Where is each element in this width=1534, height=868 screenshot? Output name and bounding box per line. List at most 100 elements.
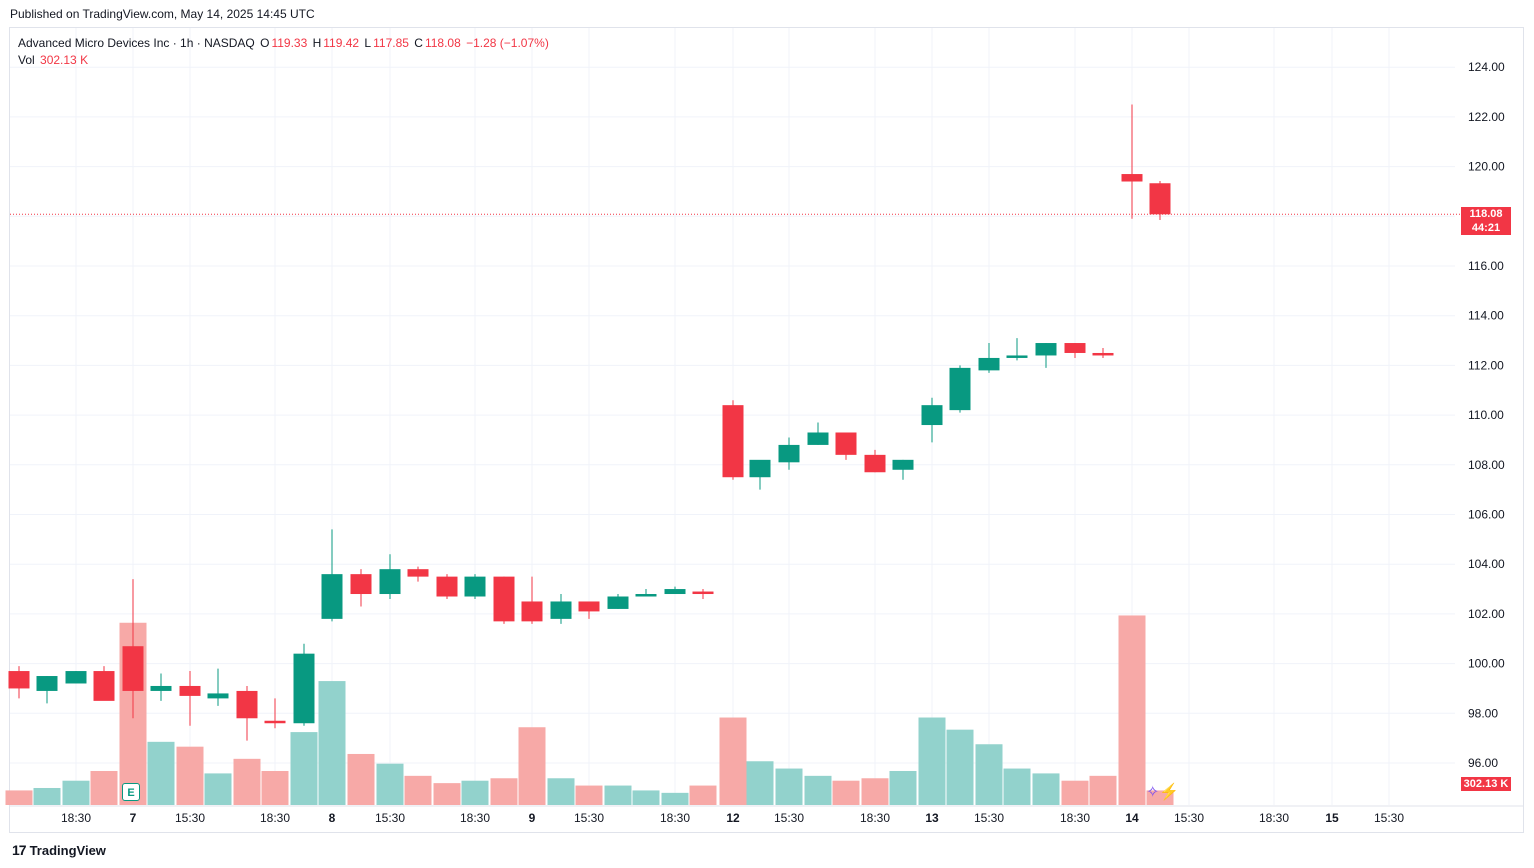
- x-tick-label: 14: [1125, 811, 1139, 825]
- volume-bar: [632, 790, 660, 805]
- x-tick-label: 12: [726, 811, 740, 825]
- x-tick-label: 15:30: [774, 811, 804, 825]
- volume-bar: [1061, 780, 1089, 805]
- published-caption: Published on TradingView.com, May 14, 20…: [10, 7, 315, 21]
- candle-body: [407, 569, 429, 577]
- candle-body: [36, 676, 58, 691]
- y-tick-label: 110.00: [1468, 408, 1504, 422]
- earnings-icon[interactable]: E: [122, 783, 140, 801]
- volume-bar: [404, 775, 432, 805]
- volume-bar: [1003, 768, 1031, 805]
- volume-bar: [90, 770, 118, 805]
- candle-body: [807, 432, 829, 445]
- volume-bar: [233, 758, 261, 805]
- volume-bar: [719, 717, 747, 805]
- volume-bar: [832, 780, 860, 805]
- candle-body: [236, 690, 258, 719]
- candle-body: [1092, 352, 1114, 356]
- candle-body: [350, 574, 372, 595]
- y-tick-label: 102.00: [1468, 607, 1505, 621]
- candle-body: [8, 671, 30, 689]
- x-tick-label: 18:30: [260, 811, 290, 825]
- candle-body: [749, 459, 771, 478]
- change-value: −1.28 (−1.07%): [466, 36, 549, 50]
- candle-body: [1064, 343, 1086, 353]
- volume-bar: [490, 778, 518, 805]
- candle-body: [65, 671, 87, 684]
- volume-bar: [889, 770, 917, 805]
- candle-body: [464, 576, 486, 597]
- tradingview-logo-text: TradingView: [29, 842, 106, 858]
- symbol-title[interactable]: Advanced Micro Devices Inc · 1h · NASDAQ: [18, 36, 255, 50]
- volume-bar: [1118, 615, 1146, 805]
- candle-body: [635, 594, 657, 597]
- y-tick-label: 124.00: [1468, 60, 1505, 74]
- chart-pane[interactable]: [9, 27, 1524, 833]
- volume-bar: [575, 785, 603, 805]
- candle-body: [122, 646, 144, 691]
- volume-bar: [975, 744, 1003, 805]
- volume-bar: [661, 792, 689, 805]
- x-tick-label: 15:30: [1374, 811, 1404, 825]
- lightning-icon[interactable]: ✧⚡: [1146, 784, 1180, 801]
- x-tick-label: 18:30: [860, 811, 890, 825]
- candle-body: [722, 405, 744, 478]
- candle-body: [949, 367, 971, 411]
- y-tick-label: 112.00: [1468, 358, 1504, 372]
- open-label: O: [260, 36, 270, 50]
- low-value: 117.85: [373, 36, 409, 50]
- volume-bar: [347, 753, 375, 805]
- x-tick-label: 15:30: [375, 811, 405, 825]
- y-tick-label: 104.00: [1468, 557, 1505, 571]
- last-volume-tag: 302.13 K: [1461, 777, 1511, 791]
- x-tick-label: 18:30: [61, 811, 91, 825]
- candle-body: [1006, 355, 1028, 358]
- x-tick-label: 15:30: [574, 811, 604, 825]
- x-tick-label: 18:30: [460, 811, 490, 825]
- volume-bar: [5, 790, 33, 805]
- open-value: 119.33: [271, 36, 308, 50]
- volume-bar: [804, 775, 832, 805]
- candle-body: [207, 693, 229, 699]
- tradingview-logo-icon: 17: [12, 842, 27, 858]
- volume-bar: [433, 783, 461, 805]
- y-tick-label: 106.00: [1468, 508, 1505, 522]
- candle-body: [379, 569, 401, 595]
- volume-bar: [604, 785, 632, 805]
- candle-body: [921, 405, 943, 426]
- candle-body: [692, 591, 714, 595]
- bar-countdown: 44:21: [1471, 222, 1501, 234]
- candle-body: [93, 671, 115, 701]
- volume-bar: [147, 741, 175, 805]
- candle-body: [321, 574, 343, 619]
- volume-label: Vol: [18, 53, 35, 67]
- candle-body: [550, 601, 572, 619]
- volume-bar: [689, 785, 717, 805]
- volume-bar: [318, 681, 346, 805]
- candle-body: [1035, 343, 1057, 356]
- volume-bar: [547, 778, 575, 805]
- candle-body: [436, 576, 458, 597]
- volume-bar: [290, 732, 318, 805]
- y-tick-label: 96.00: [1468, 756, 1498, 770]
- x-tick-label: 15:30: [175, 811, 205, 825]
- candle-body: [1149, 183, 1171, 215]
- y-tick-label: 120.00: [1468, 160, 1505, 174]
- candle-body: [978, 357, 1000, 371]
- x-tick-label: 18:30: [1060, 811, 1090, 825]
- volume-bar: [946, 729, 974, 805]
- x-tick-label: 7: [130, 811, 137, 825]
- x-tick-label: 18:30: [660, 811, 690, 825]
- volume-bar: [376, 763, 404, 805]
- x-tick-label: 15: [1325, 811, 1339, 825]
- y-tick-label: 114.00: [1468, 309, 1504, 323]
- volume-bar: [746, 761, 774, 805]
- y-tick-label: 100.00: [1468, 657, 1505, 671]
- tradingview-logo[interactable]: 17 TradingView: [12, 842, 106, 858]
- candle-body: [521, 601, 543, 622]
- volume-bar: [918, 717, 946, 805]
- candle-body: [1121, 174, 1143, 182]
- y-tick-label: 108.00: [1468, 458, 1505, 472]
- x-tick-label: 15:30: [1174, 811, 1204, 825]
